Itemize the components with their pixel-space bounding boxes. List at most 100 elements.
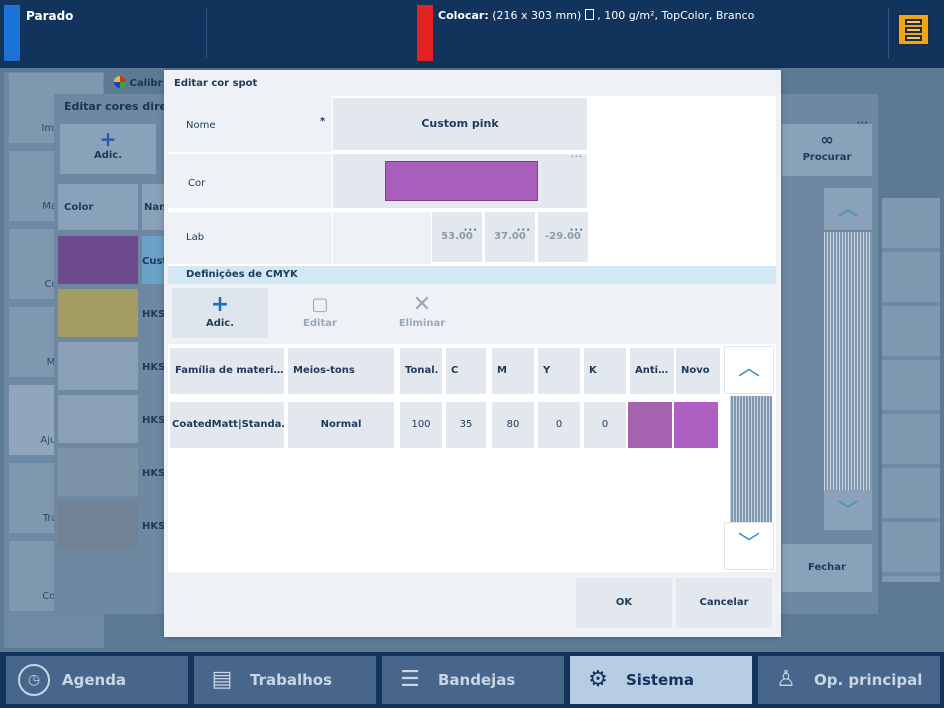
cell-anti-swatch[interactable] — [628, 402, 672, 448]
scrollbar-track[interactable] — [730, 396, 772, 522]
bg-tab: Calibr — [114, 76, 163, 89]
document-icon: ▤ — [211, 667, 233, 692]
bg-dialog-title: Editar cores diretas — [64, 100, 187, 113]
nav-label: Sistema — [626, 671, 694, 689]
bg-scroll-down: ﹀ — [824, 490, 872, 530]
scroll-up-button[interactable]: ︿ — [724, 346, 774, 394]
stack-icon — [905, 27, 922, 33]
bg-close-button: Fechar — [782, 544, 872, 592]
bg-swatch — [58, 448, 138, 496]
cancel-button[interactable]: Cancelar — [676, 578, 772, 628]
load-label: Colocar: — [438, 9, 489, 22]
color-properties-panel: Nome * Custom pink Cor ··· Lab ··· 53.00… — [168, 96, 776, 266]
nav-system[interactable]: ⚙ Sistema — [570, 656, 752, 704]
nav-main-operator[interactable]: ♙ Op. principal — [758, 656, 940, 704]
cell-c[interactable]: 35 — [446, 402, 486, 448]
name-field[interactable]: Custom pink — [333, 98, 587, 150]
delete-button[interactable]: ✕ Eliminar — [374, 288, 470, 338]
plus-icon: + — [210, 292, 230, 317]
bg-row-label: HKS — [142, 468, 166, 479]
bg-row-label: Cust — [142, 256, 168, 267]
cell-m[interactable]: 80 — [492, 402, 534, 448]
lab-b-field[interactable]: ··· -29.00 — [538, 212, 588, 262]
clock-icon: ◷ — [18, 664, 50, 696]
nav-trays[interactable]: ☰ Bandejas — [382, 656, 564, 704]
col-header-tonal[interactable]: Tonal. — [400, 348, 442, 394]
edit-button[interactable]: ▢ Editar — [272, 288, 368, 338]
col-header-y[interactable]: Y — [538, 348, 580, 394]
tray-icon: ☰ — [400, 667, 420, 692]
divider — [206, 8, 207, 58]
stack-icon — [905, 35, 922, 41]
cell-halftone[interactable]: Normal — [288, 402, 394, 448]
cell-tonal[interactable]: 100 — [400, 402, 442, 448]
bg-swatch — [58, 236, 138, 284]
name-label-cell — [168, 96, 332, 152]
col-header-m[interactable]: M — [492, 348, 534, 394]
printer-state-indicator — [4, 5, 20, 61]
bg-row-label: HKS — [142, 521, 166, 532]
scroll-down-button[interactable]: ﹀ — [724, 522, 774, 570]
cell-y[interactable]: 0 — [538, 402, 580, 448]
bg-swatch — [58, 501, 138, 549]
load-media-message[interactable]: Colocar: (216 x 303 mm) , 100 g/m², TopC… — [438, 9, 754, 22]
edit-spot-color-dialog: Editar cor spot Nome * Custom pink Cor ·… — [164, 70, 781, 637]
bg-row-label: HKS — [142, 415, 166, 426]
bg-swatch — [58, 289, 138, 337]
col-header-halftone[interactable]: Meios-tons — [288, 348, 394, 394]
close-icon: ✕ — [412, 292, 432, 317]
color-label: Cor — [188, 178, 206, 189]
bg-right-column — [882, 198, 940, 582]
nav-label: Bandejas — [438, 671, 516, 689]
bg-search-button: ∞ Procurar ··· — [782, 118, 872, 176]
alert-indicator — [417, 5, 433, 61]
edit-icon: ▢ — [311, 294, 329, 315]
bg-scroll-up: ︿ — [824, 188, 872, 230]
panel-blank — [590, 96, 776, 266]
lab-spacer — [333, 212, 431, 264]
color-more-button[interactable]: ··· — [570, 152, 583, 163]
ok-button[interactable]: OK — [576, 578, 672, 628]
lab-l-field[interactable]: ··· 53.00 — [432, 212, 482, 262]
bg-row-label: HKS — [142, 362, 166, 373]
queue-stack-button[interactable] — [897, 13, 930, 46]
load-size: (216 x 303 mm) — [492, 9, 582, 22]
nav-label: Op. principal — [814, 671, 923, 689]
cmyk-table: Família de materi… Meios-tons Tonal. C M… — [168, 344, 776, 572]
lab-label-cell — [168, 212, 332, 264]
bg-swatch — [58, 395, 138, 443]
gear-icon: ⚙ — [588, 667, 608, 692]
cmyk-section-header: Definições de CMYK — [168, 266, 776, 284]
status-bar: Parado Colocar: (216 x 303 mm) , 100 g/m… — [0, 0, 944, 68]
lab-a-field[interactable]: ··· 37.00 — [485, 212, 535, 262]
binoculars-icon: ∞ — [820, 130, 834, 149]
cell-k[interactable]: 0 — [584, 402, 626, 448]
cell-family[interactable]: CoatedMatt|Standa… — [170, 402, 284, 448]
required-mark: * — [320, 116, 326, 127]
col-header-anti[interactable]: Anti… — [630, 348, 674, 394]
nav-label: Agenda — [62, 671, 127, 689]
calibration-icon — [114, 76, 126, 88]
dialog-title: Editar cor spot — [174, 78, 258, 89]
color-swatch — [385, 161, 538, 201]
add-button[interactable]: + Adic. — [172, 288, 268, 338]
bg-add-button: + Adic. — [60, 124, 156, 174]
bg-swatch — [58, 342, 138, 390]
col-header-new[interactable]: Novo — [676, 348, 720, 394]
stack-icon — [905, 19, 922, 25]
bottom-navigation: ◷ Agenda ▤ Trabalhos ☰ Bandejas ⚙ Sistem… — [0, 652, 944, 708]
cell-new-swatch[interactable] — [674, 402, 718, 448]
col-header-k[interactable]: K — [584, 348, 626, 394]
load-detail: , 100 g/m², TopColor, Branco — [597, 9, 755, 22]
nav-agenda[interactable]: ◷ Agenda — [6, 656, 188, 704]
plus-icon: + — [99, 127, 117, 151]
printer-state: Parado — [26, 9, 74, 23]
color-label-cell — [168, 154, 332, 208]
bg-color-header: Color — [58, 184, 138, 230]
color-field[interactable]: ··· — [333, 152, 587, 208]
nav-jobs[interactable]: ▤ Trabalhos — [194, 656, 376, 704]
nav-label: Trabalhos — [250, 671, 333, 689]
col-header-c[interactable]: C — [446, 348, 486, 394]
col-header-family[interactable]: Família de materi… — [170, 348, 284, 394]
bg-row-label: HKS — [142, 309, 166, 320]
